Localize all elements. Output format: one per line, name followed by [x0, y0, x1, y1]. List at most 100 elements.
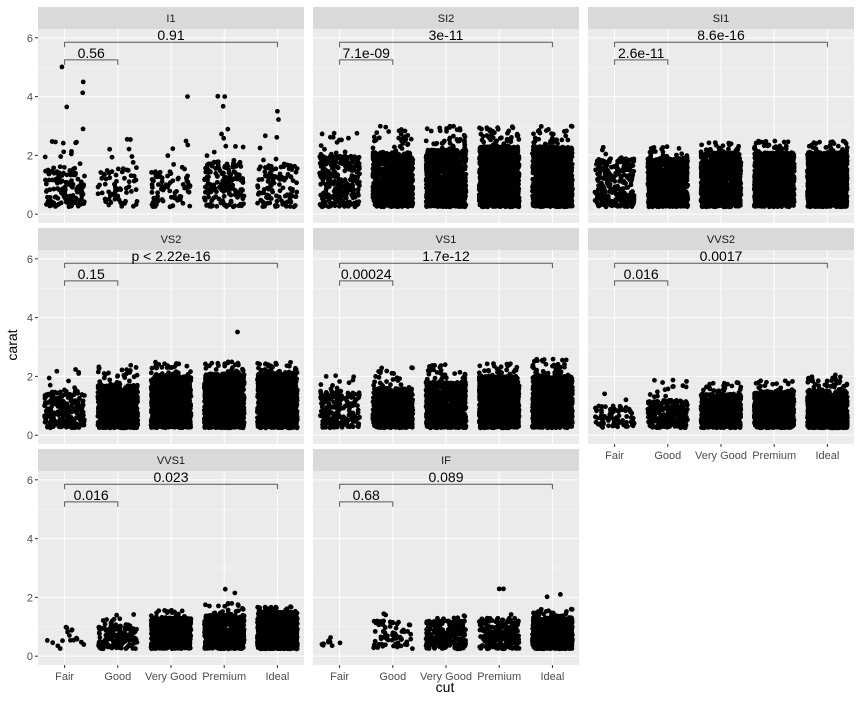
data-point: [386, 162, 392, 168]
data-point: [441, 203, 447, 209]
data-point: [454, 137, 460, 142]
data-point: [390, 156, 396, 162]
data-point: [396, 154, 402, 160]
data-point: [234, 176, 240, 181]
data-point: [126, 179, 132, 185]
data-point: [206, 169, 211, 175]
data-point: [75, 203, 81, 209]
data-point: [133, 187, 139, 193]
data-point: [431, 141, 437, 147]
data-point: [169, 203, 175, 209]
data-point: [53, 176, 59, 182]
data-point: [240, 177, 246, 183]
data-point: [214, 179, 220, 185]
data-point: [507, 204, 513, 210]
data-point: [120, 166, 126, 172]
data-point: [288, 174, 294, 180]
data-point: [479, 171, 485, 177]
data-point: [452, 203, 458, 209]
data-point: [436, 155, 441, 161]
data-point: [115, 193, 121, 199]
data-point: [294, 189, 300, 195]
data-point: [331, 130, 337, 136]
data-point: [54, 180, 60, 186]
data-point: [79, 196, 84, 202]
data-point: [512, 182, 517, 187]
data-point: [479, 126, 484, 132]
data-point: [268, 196, 274, 201]
data-point: [479, 164, 484, 170]
data-point: [476, 197, 482, 203]
data-point: [479, 157, 484, 163]
data-point: [494, 138, 500, 144]
data-point: [322, 146, 327, 152]
data-point: [399, 146, 405, 151]
data-point: [318, 143, 324, 149]
data-point: [183, 138, 189, 144]
data-point: [107, 175, 113, 181]
data-point: [272, 203, 278, 208]
data-point: [63, 199, 69, 205]
data-point: [225, 126, 231, 132]
data-point: [350, 195, 356, 201]
data-point: [514, 131, 520, 137]
data-point: [444, 128, 449, 134]
data-point: [459, 168, 465, 174]
data-point: [447, 140, 453, 146]
data-point: [102, 181, 108, 187]
data-point: [149, 169, 154, 175]
data-point: [459, 197, 465, 203]
data-point: [225, 184, 230, 189]
data-point: [171, 161, 176, 167]
data-point: [447, 135, 453, 141]
data-point: [322, 190, 328, 196]
data-point-outlier: [215, 93, 221, 99]
data-point: [267, 170, 273, 176]
data-point: [165, 184, 170, 190]
data-point: [262, 169, 268, 175]
data-point-outlier: [275, 108, 280, 114]
data-point: [61, 164, 67, 170]
data-point: [437, 125, 443, 131]
data-point: [95, 184, 101, 190]
data-point: [453, 180, 459, 186]
data-point: [355, 190, 361, 196]
panels-layer: I102460.910.56I1SI23e-117.1e-09SI2SI18.6…: [27, 7, 854, 683]
data-point: [99, 175, 105, 181]
data-point: [340, 198, 346, 204]
data-point: [206, 194, 211, 200]
data-point: [229, 177, 235, 183]
data-point: [318, 174, 324, 180]
data-point: [328, 174, 334, 180]
data-point: [352, 204, 358, 210]
data-point: [155, 182, 161, 187]
data-point: [71, 196, 76, 202]
data-point: [332, 154, 338, 160]
data-point: [218, 181, 224, 187]
data-point: [226, 170, 232, 176]
data-point: [69, 203, 74, 209]
data-point: [423, 138, 429, 144]
data-point: [348, 164, 354, 170]
data-point: [409, 176, 415, 182]
data-point: [347, 187, 352, 193]
data-point: [159, 179, 165, 185]
data-point: [185, 173, 190, 179]
data-point: [444, 154, 450, 160]
data-point: [398, 131, 404, 137]
data-point: [271, 180, 277, 186]
data-point: [371, 155, 377, 160]
data-point: [451, 123, 456, 129]
data-point: [494, 143, 500, 148]
data-point: [372, 150, 378, 156]
data-point: [69, 178, 74, 184]
data-point: [451, 147, 457, 153]
data-point: [383, 181, 388, 187]
data-point: [214, 159, 220, 165]
data-point: [453, 186, 459, 192]
data-point: [399, 138, 404, 144]
data-point: [513, 172, 519, 177]
data-point: [399, 200, 405, 206]
data-point: [167, 188, 173, 194]
data-point: [277, 188, 283, 194]
